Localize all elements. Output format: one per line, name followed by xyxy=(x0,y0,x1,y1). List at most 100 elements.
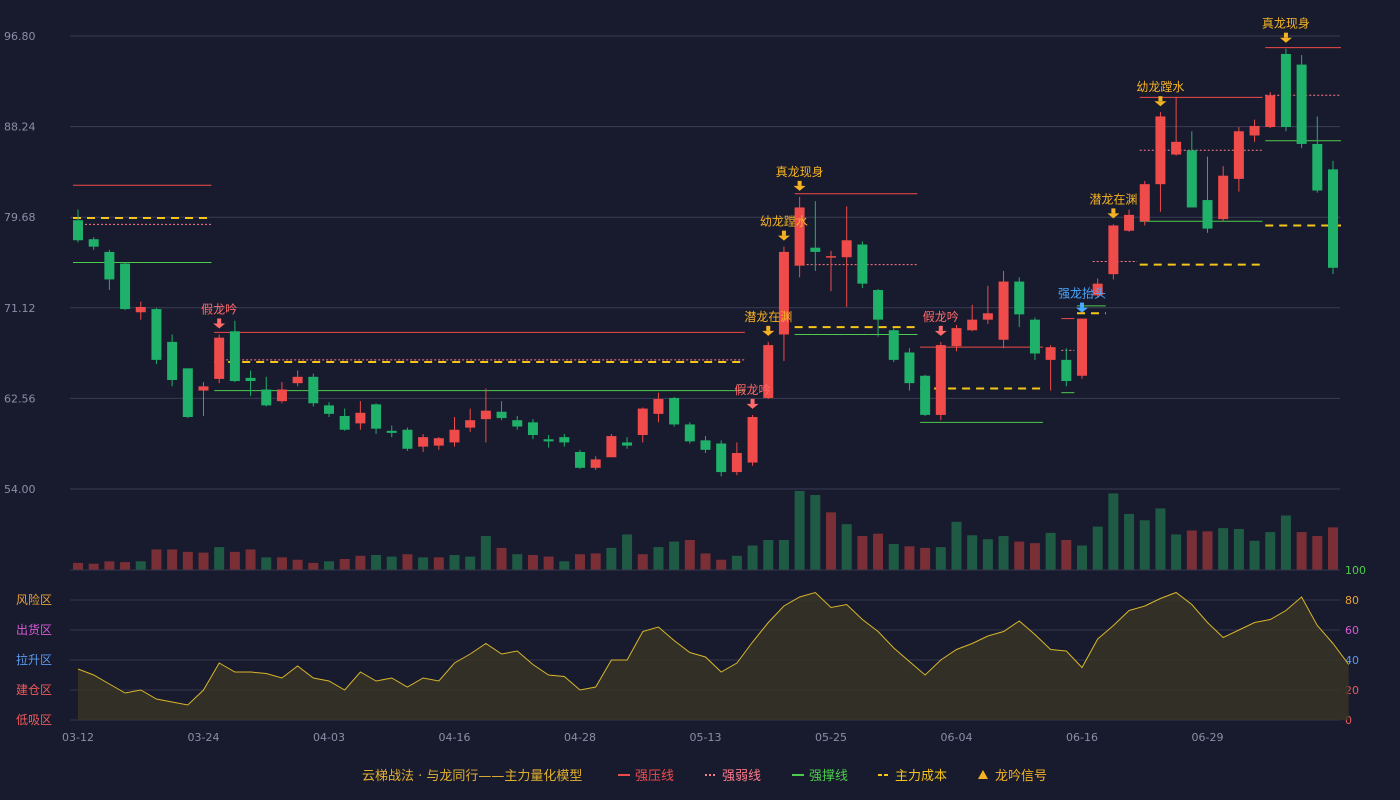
candle-body xyxy=(292,376,303,384)
candle-body xyxy=(904,352,915,384)
price-tick-label: 71.12 xyxy=(4,302,36,315)
volume-bar xyxy=(684,539,695,570)
candle-body xyxy=(496,411,507,419)
candle-body xyxy=(543,439,554,442)
date-tick-label: 04-28 xyxy=(564,731,596,744)
volume-bar xyxy=(73,562,83,570)
volume-bar xyxy=(135,561,146,570)
candle-body xyxy=(1061,359,1072,382)
signal-label: 幼龙蹚水 xyxy=(760,214,808,229)
volume-bar xyxy=(465,556,476,570)
volume-bar xyxy=(1155,508,1166,570)
volume-bar xyxy=(276,557,287,570)
signal-arrow-icon xyxy=(1076,307,1088,313)
volume-bar xyxy=(402,554,413,570)
candle-body xyxy=(747,417,758,463)
volume-bar xyxy=(1186,530,1197,570)
signal-arrow-icon xyxy=(213,323,226,329)
oscillator-tick-label: 100 xyxy=(1345,564,1366,577)
candle-body xyxy=(575,451,585,468)
volume-bar xyxy=(198,552,209,570)
candle-body xyxy=(73,220,83,241)
volume-bar xyxy=(841,524,852,570)
candle-body xyxy=(339,415,350,430)
candle-body xyxy=(763,345,774,398)
volume-bar xyxy=(763,539,774,570)
candle-body xyxy=(324,405,334,414)
volume-bar xyxy=(1045,532,1056,570)
candle-body xyxy=(1171,141,1182,155)
candle-body xyxy=(371,404,382,429)
date-tick-label: 06-16 xyxy=(1066,731,1098,744)
volume-bar xyxy=(967,535,978,570)
candle-body xyxy=(1092,283,1103,296)
candles xyxy=(73,48,1338,477)
candle-body xyxy=(826,256,836,258)
volume-bar xyxy=(606,547,617,570)
candle-body xyxy=(1312,143,1323,191)
date-tick-label: 06-04 xyxy=(941,731,973,744)
candle-body xyxy=(527,422,538,436)
zone-label: 建仓区 xyxy=(16,683,52,697)
signal-label: 幼龙蹚水 xyxy=(1136,79,1184,94)
signal-label: 强龙抬头 xyxy=(1058,287,1106,301)
signal-arrow-icon xyxy=(777,235,790,241)
candle-body xyxy=(684,424,695,442)
signal-label: 假龙吟 xyxy=(735,382,771,397)
candle-body xyxy=(512,420,523,427)
date-tick-label: 04-03 xyxy=(313,731,345,744)
volume-bar xyxy=(653,547,664,570)
candle-body xyxy=(1249,125,1260,136)
signal-arrow-stem xyxy=(750,398,755,404)
signal-label: 真龙现身 xyxy=(776,164,824,179)
volume-bar xyxy=(527,554,538,570)
volume-bar xyxy=(873,533,884,570)
candle-body xyxy=(104,251,115,280)
candle-body xyxy=(653,399,664,414)
price-axis: 96.80 88.24 79.68 71.12 62.56 54.00 xyxy=(4,30,36,496)
signal-arrow-stem xyxy=(1158,96,1163,102)
volume-bar xyxy=(1249,540,1260,570)
volume-bar xyxy=(1029,543,1040,570)
volume-bar xyxy=(182,551,193,570)
volume-bar xyxy=(747,545,758,570)
candle-body xyxy=(245,377,256,382)
signal-arrow-stem xyxy=(797,180,802,186)
candle-body xyxy=(622,442,633,446)
volume-bar xyxy=(229,551,240,570)
price-tick-label: 88.24 xyxy=(4,121,36,134)
candle-body xyxy=(402,429,413,449)
candle-body xyxy=(480,410,491,420)
signal-arrow-stem xyxy=(1080,302,1084,308)
oscillator-tick-label: 80 xyxy=(1345,594,1359,607)
candle-body xyxy=(920,375,931,415)
volume-bar xyxy=(449,554,460,570)
volume-bar xyxy=(418,557,429,570)
candle-body xyxy=(1077,318,1087,376)
volume-bar xyxy=(214,547,225,570)
date-tick-label: 05-13 xyxy=(690,731,722,744)
candle-body xyxy=(308,376,319,404)
candle-body xyxy=(967,319,978,331)
volume-bar xyxy=(512,554,523,570)
candle-body xyxy=(873,290,884,320)
volume-bar xyxy=(386,556,397,570)
candle-body xyxy=(261,389,272,406)
volume-bar xyxy=(1296,532,1307,570)
candle-body xyxy=(1139,184,1150,222)
candle-body xyxy=(276,389,287,402)
volume-bar xyxy=(543,556,554,570)
signal-label: 潜龙在渊 xyxy=(1089,192,1137,206)
signal-label: 假龙吟 xyxy=(201,301,237,316)
signal-arrow-stem xyxy=(938,325,943,331)
signal-arrow-stem xyxy=(1111,208,1116,214)
candle-body xyxy=(151,309,162,360)
volume-bar xyxy=(904,546,915,570)
candle-body xyxy=(590,459,601,468)
candle-body xyxy=(120,263,131,310)
price-tick-label: 54.00 xyxy=(4,483,36,496)
volume-bars xyxy=(73,491,1338,570)
candle-body xyxy=(1265,95,1276,128)
candle-body xyxy=(1328,169,1338,268)
